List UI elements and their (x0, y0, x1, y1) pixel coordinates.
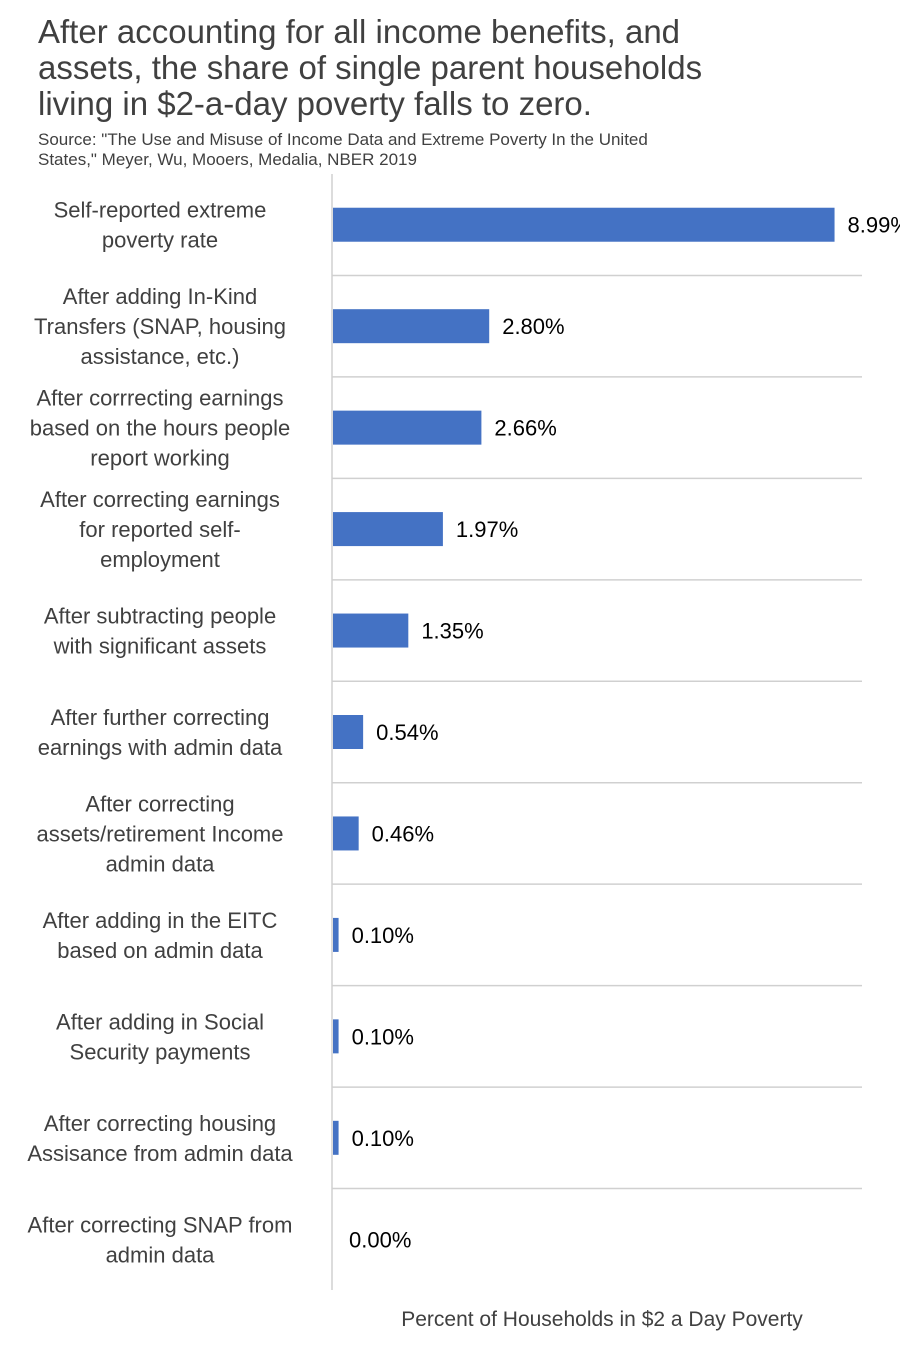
category-label-line: assistance, etc.) (81, 344, 240, 369)
category-label-line: After adding in the EITC (43, 908, 278, 933)
chart-source: Source: "The Use and Misuse of Income Da… (38, 130, 648, 169)
category-label: After correcting SNAP from admin data (28, 1212, 293, 1267)
bar (333, 816, 359, 851)
category-label: After adding in Social Security payments (56, 1009, 264, 1064)
category-label-line: After adding in Social (56, 1009, 264, 1034)
category-label-line: Transfers (SNAP, housing (34, 314, 286, 339)
bar (333, 1120, 339, 1155)
category-label: After further correcting earnings with ad… (38, 705, 283, 760)
category-label: After adding In-Kind Transfers (SNAP, hou… (34, 284, 286, 369)
category-label-line: Assisance from admin data (27, 1141, 293, 1166)
category-label-line: After correcting earnings (40, 487, 280, 512)
category-label-line: After further correcting (51, 705, 270, 730)
category-label-line: with significant assets (53, 634, 267, 659)
data-label: 2.66% (494, 416, 556, 441)
category-label-line: poverty rate (102, 228, 218, 253)
category-label: After subtracting people with significant… (44, 604, 276, 659)
category-label: Self-reported extreme poverty rate (54, 198, 267, 253)
category-label-line: After adding In-Kind (63, 284, 257, 309)
bar (333, 613, 409, 648)
data-label: 0.54% (376, 720, 438, 745)
category-label-line: After correcting (85, 791, 234, 816)
category-label: After correcting assets/retirement Income… (37, 791, 284, 876)
category-label-line: admin data (106, 851, 216, 876)
category-label-line: After correcting SNAP from (28, 1212, 293, 1237)
category-label: After correcting housing Assisance from a… (27, 1111, 293, 1166)
category-label-line: admin data (106, 1242, 216, 1267)
category-label-line: report working (90, 446, 229, 471)
bar (333, 410, 482, 445)
data-label: 2.80% (502, 314, 564, 339)
bar (333, 512, 443, 547)
data-label: 0.10% (352, 1024, 414, 1049)
category-label: After correcting earnings for reported se… (40, 487, 280, 572)
bar (333, 715, 364, 749)
category-label-line: After correcting housing (44, 1111, 276, 1136)
category-labels: Self-reported extreme poverty rate After a… (27, 198, 293, 1268)
category-label-line: After subtracting people (44, 604, 276, 629)
data-label: 0.46% (372, 821, 434, 846)
chart-grid (332, 274, 862, 1190)
category-label-line: based on admin data (57, 938, 263, 963)
bar (333, 309, 490, 344)
category-label-line: earnings with admin data (38, 735, 283, 760)
data-label: 0.10% (352, 1126, 414, 1151)
bar (333, 917, 339, 952)
category-label-line: based on the hours people (30, 416, 291, 441)
data-label: 1.35% (421, 619, 483, 644)
category-label: After adding in the EITC based on admin d… (43, 908, 278, 963)
data-label: 8.99% (848, 213, 900, 238)
bar (333, 207, 835, 242)
category-label-line: After corrrecting earnings (37, 386, 284, 411)
data-label: 0.10% (352, 923, 414, 948)
x-axis-title: Percent of Households in $2 a Day Povert… (401, 1308, 803, 1331)
value-labels: 8.99% 2.80% 2.66% 1.97% 1.35% 0.54% 0.46% 0.10%… (349, 213, 900, 1253)
category-label-line: Self-reported extreme (54, 198, 267, 223)
category-label-line: employment (100, 547, 220, 572)
category-label: After corrrecting earnings based on the h… (30, 386, 291, 471)
category-label-line: for reported self- (79, 517, 240, 542)
data-label: 1.97% (456, 517, 518, 542)
chart-title: After accounting for all income benefits… (38, 13, 703, 122)
category-label-line: Security payments (70, 1039, 251, 1064)
chart-bars (333, 207, 835, 1155)
data-label: 0.00% (349, 1227, 411, 1252)
category-label-line: assets/retirement Income (37, 821, 284, 846)
bar (333, 1019, 339, 1054)
